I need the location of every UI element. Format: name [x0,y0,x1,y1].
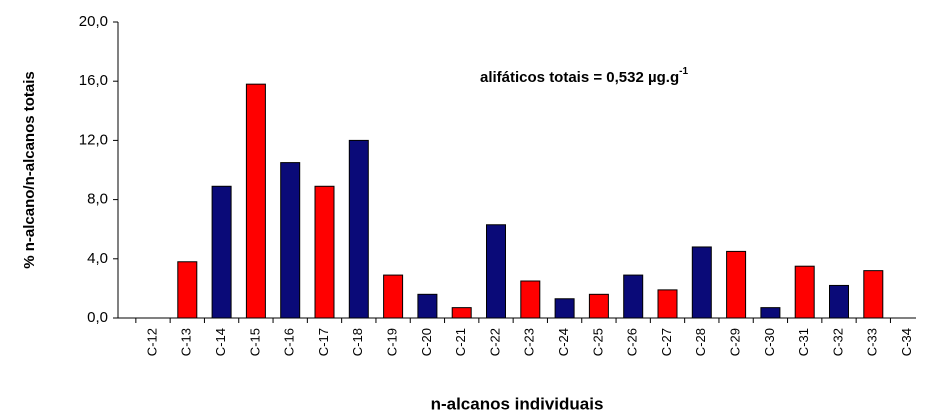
y-tick-label: 12,0 [79,131,108,148]
bar [554,298,575,319]
x-tick-label: C-33 [865,328,880,356]
x-tick-label: C-21 [453,328,468,356]
x-tick-label: C-24 [556,328,571,356]
y-tick-label: 4,0 [87,250,108,267]
x-tick-label: C-22 [487,328,502,356]
bar [348,139,369,319]
bar [588,293,609,319]
annotation-superscript: -1 [679,66,688,77]
bar [383,274,404,319]
bar [520,280,541,319]
bar [794,265,815,319]
x-tick-label: C-14 [213,328,228,356]
bar [245,83,266,319]
y-axis-title: % n-alcano/n-alcanos totais [21,71,38,269]
bar [314,185,335,319]
bar [691,246,712,319]
bar [280,162,301,319]
x-tick-label: C-32 [830,328,845,356]
x-axis-title: n-alcanos individuais [431,394,604,413]
bar [760,307,781,319]
x-tick-label: C-25 [590,328,605,356]
x-tick-label: C-16 [282,328,297,356]
y-tick-label: 20,0 [79,13,108,30]
x-tick-label: C-26 [625,328,640,356]
x-tick-label: C-23 [522,328,537,356]
annotation-text: alifáticos totais = 0,532 µg.g [480,69,679,86]
bar [623,274,644,319]
x-tick-label: C-20 [419,328,434,356]
x-tick-label: C-15 [247,328,262,356]
bar [863,270,884,319]
bar [657,289,678,319]
y-tick-label: 8,0 [87,191,108,208]
bar [451,307,472,319]
bar [211,185,232,319]
x-tick-label: C-18 [350,328,365,356]
bar [726,250,747,319]
bar [417,293,438,319]
x-tick-label: C-34 [899,328,914,356]
x-tick-label: C-28 [693,328,708,356]
x-tick-label: C-17 [316,328,331,356]
x-tick-label: C-12 [144,328,159,356]
bar [829,284,849,319]
x-tick-label: C-19 [385,328,400,356]
x-tick-label: C-30 [762,328,777,356]
x-tick-label: C-13 [179,328,194,356]
y-tick-label: 0,0 [87,309,108,326]
x-tick-label: C-27 [659,328,674,356]
x-tick-label: C-31 [796,328,811,356]
annotation: alifáticos totais = 0,532 µg.g-1 [480,66,688,86]
y-tick-label: 16,0 [79,72,108,89]
x-tick-label: C-29 [728,328,743,356]
bar [177,261,198,319]
bar [486,224,506,319]
